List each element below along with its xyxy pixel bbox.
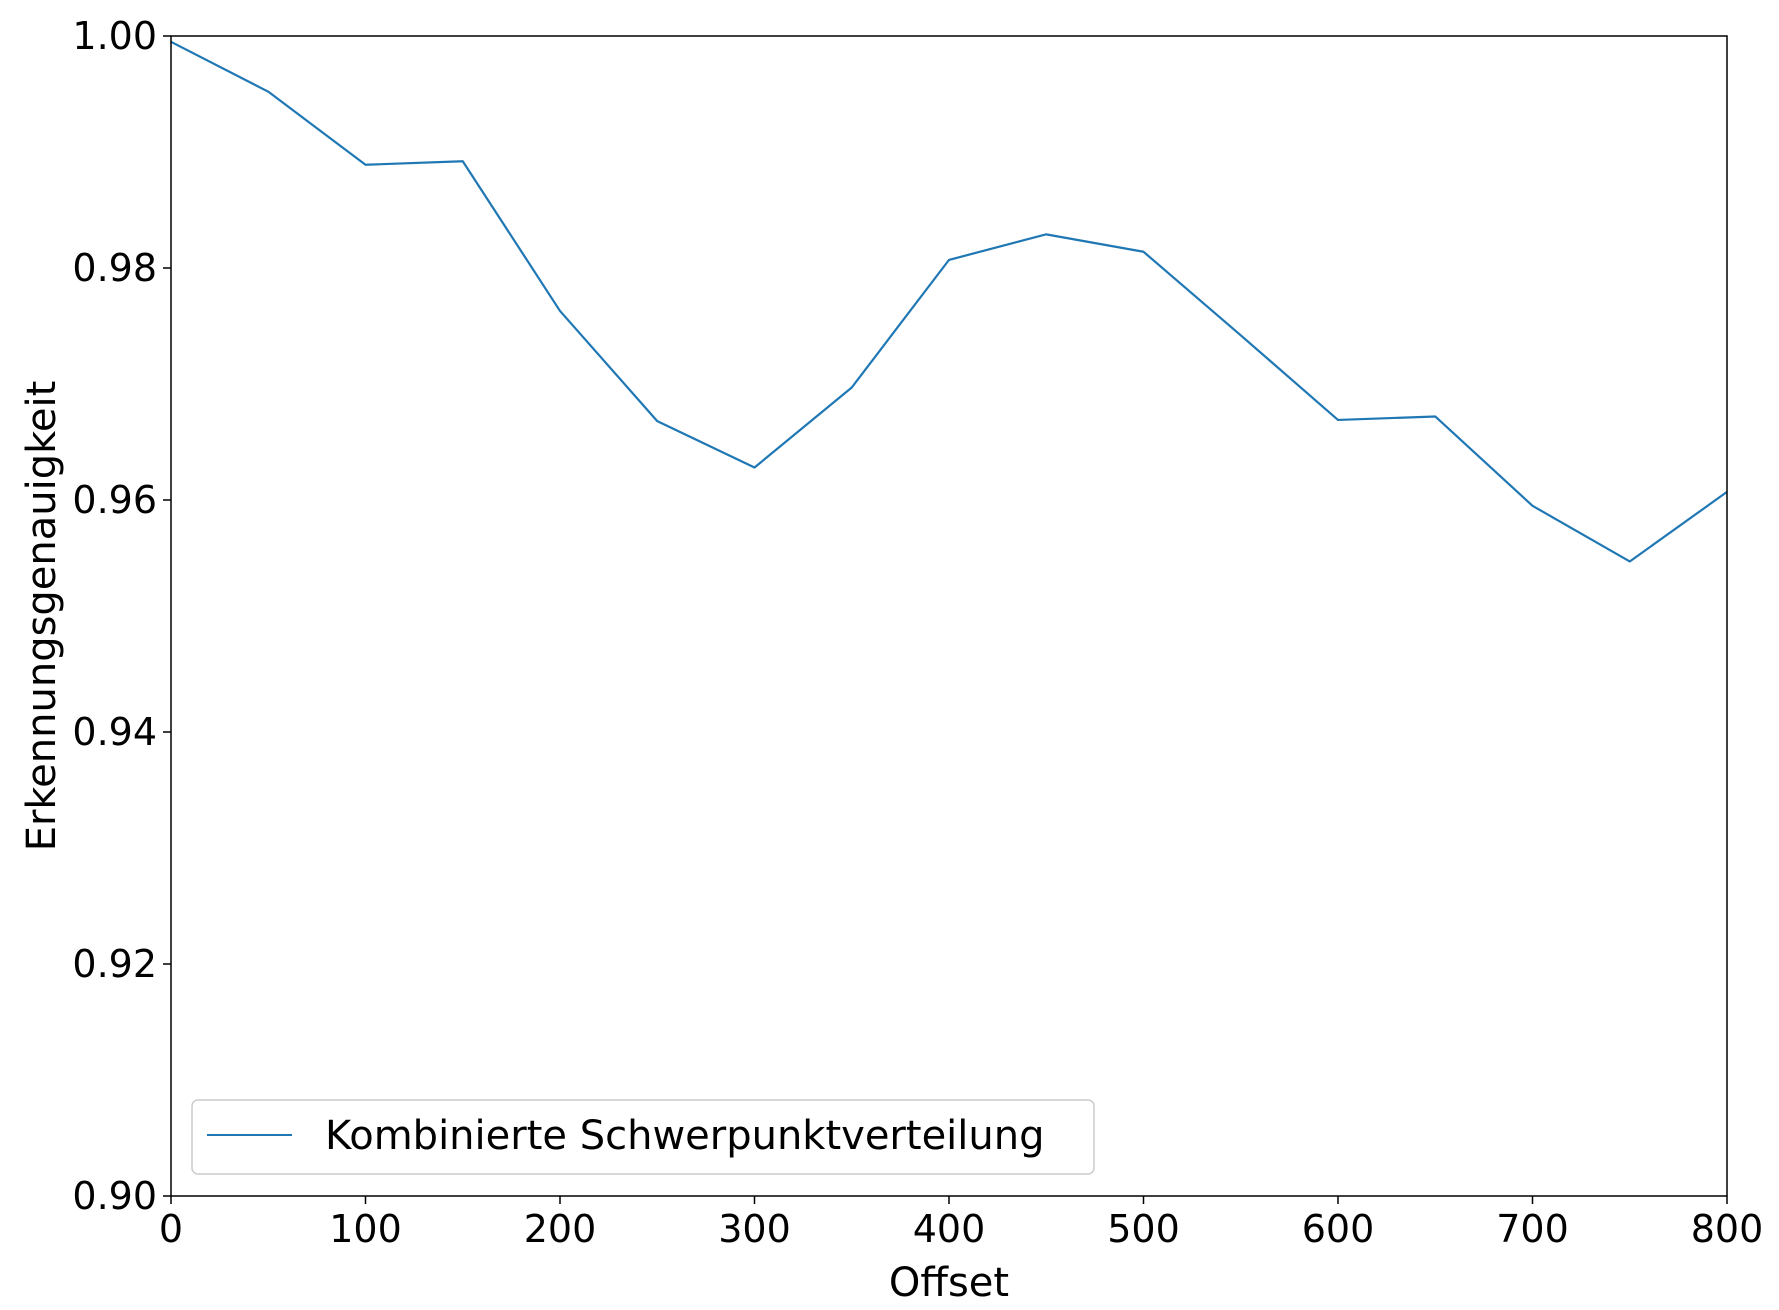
- x-axis-label: Offset: [889, 1260, 1009, 1306]
- axes: 0 100 200 300 400 500 600 700 800 0.90 0.92 0.94 0.9…: [72, 14, 1763, 1251]
- x-tick-label: 300: [718, 1207, 791, 1251]
- x-tick-label: 500: [1107, 1207, 1180, 1251]
- y-tick-label: 1.00: [72, 14, 157, 58]
- legend: Kombinierte Schwerpunktverteilung: [191, 1099, 1095, 1175]
- x-tick-label: 0: [159, 1207, 183, 1251]
- x-tick-label: 400: [913, 1207, 986, 1251]
- x-tick-label: 800: [1691, 1207, 1764, 1251]
- y-tick-label: 0.96: [72, 478, 157, 522]
- x-tick-label: 700: [1496, 1207, 1569, 1251]
- y-axis-label: Erkennungsgenauigkeit: [19, 381, 65, 852]
- legend-box: [191, 1099, 1095, 1175]
- legend-label: Kombinierte Schwerpunktverteilung: [325, 1113, 1045, 1159]
- y-tick-label: 0.94: [72, 710, 157, 754]
- y-tick-label: 0.98: [72, 246, 157, 290]
- y-tick-label: 0.92: [72, 942, 157, 986]
- x-tick-label: 100: [329, 1207, 402, 1251]
- x-tick-label: 600: [1302, 1207, 1375, 1251]
- x-tick-label: 200: [524, 1207, 597, 1251]
- y-tick-label: 0.90: [72, 1174, 157, 1218]
